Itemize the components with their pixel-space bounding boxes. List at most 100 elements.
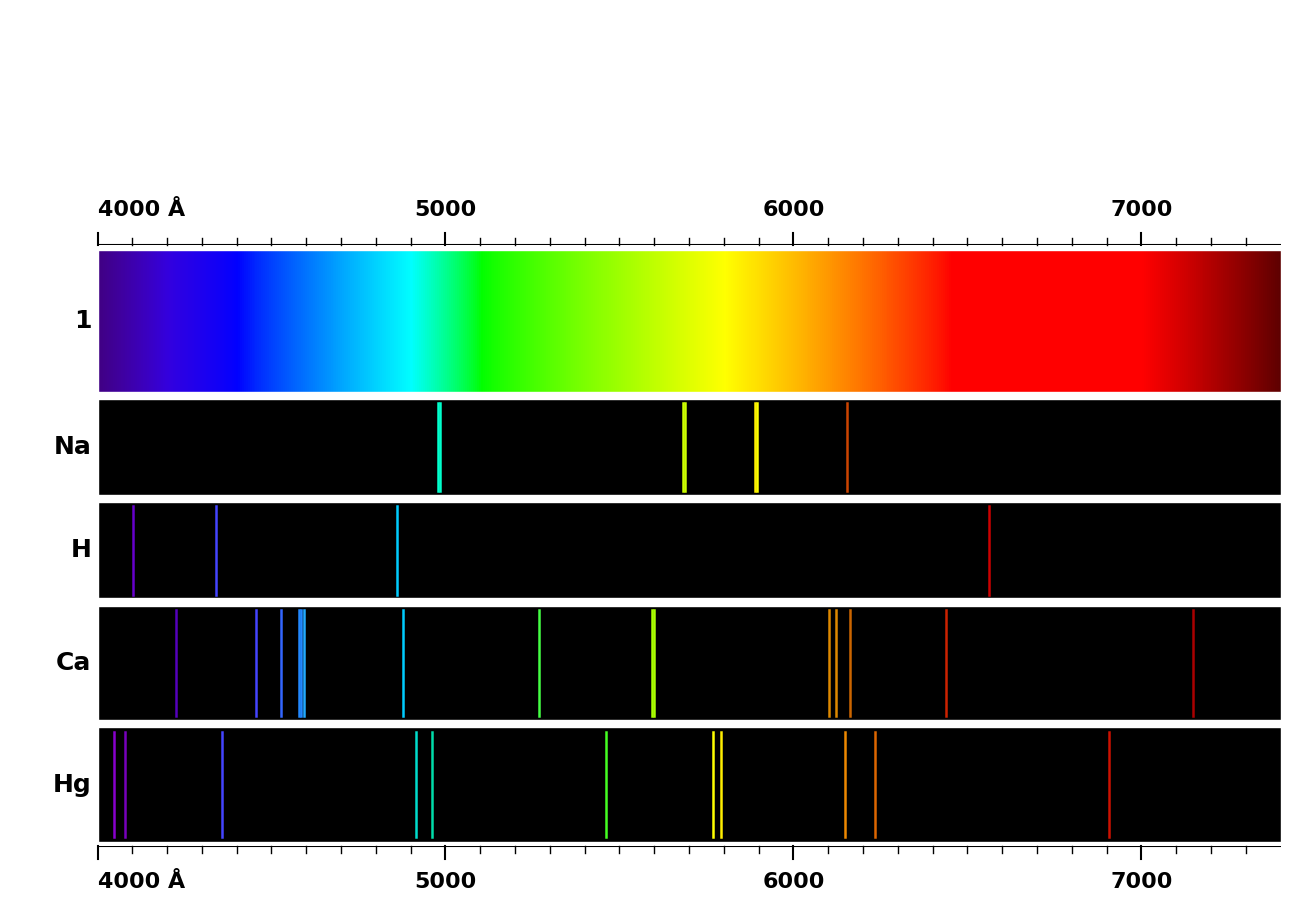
Bar (747, 250, 749, 392)
Bar (148, 250, 151, 392)
Bar (299, 250, 300, 392)
Bar (618, 250, 619, 392)
Bar (1212, 250, 1213, 392)
Bar (303, 250, 306, 392)
Bar (494, 250, 497, 392)
Bar (269, 250, 272, 392)
Bar (311, 250, 313, 392)
Bar (1234, 250, 1235, 392)
Bar (900, 250, 901, 392)
Bar (173, 250, 174, 392)
Bar (502, 250, 504, 392)
Bar (306, 250, 307, 392)
Bar (684, 250, 686, 392)
Bar (649, 250, 650, 392)
Text: 7000: 7000 (1110, 871, 1173, 891)
Bar (135, 250, 136, 392)
Bar (702, 250, 703, 392)
Bar (1239, 250, 1241, 392)
Bar (448, 250, 451, 392)
Bar (1205, 250, 1208, 392)
Bar (968, 250, 970, 392)
Bar (850, 250, 852, 392)
Bar (341, 250, 342, 392)
Bar (797, 250, 798, 392)
Bar (1209, 250, 1212, 392)
Bar (1158, 250, 1160, 392)
Bar (315, 250, 317, 392)
Bar (456, 250, 459, 392)
Bar (1060, 250, 1061, 392)
Bar (155, 250, 157, 392)
Bar (477, 250, 478, 392)
Bar (346, 250, 348, 392)
Bar (690, 250, 692, 392)
Bar (1101, 250, 1102, 392)
Bar (325, 250, 326, 392)
Bar (842, 250, 844, 392)
Bar (321, 250, 322, 392)
Bar (551, 250, 554, 392)
Bar (749, 250, 751, 392)
Bar (793, 250, 794, 392)
Bar (1140, 250, 1143, 392)
Bar (1030, 250, 1032, 392)
Bar (1022, 250, 1024, 392)
Bar (1057, 250, 1059, 392)
Bar (1040, 250, 1041, 392)
Bar (1269, 250, 1270, 392)
Bar (874, 250, 876, 392)
Bar (463, 250, 465, 392)
Bar (1216, 250, 1217, 392)
Bar (599, 250, 601, 392)
Bar (329, 250, 330, 392)
Bar (855, 250, 858, 392)
Bar (489, 250, 490, 392)
Bar (909, 250, 911, 392)
Text: 1: 1 (74, 308, 91, 333)
Bar (931, 250, 933, 392)
Bar (100, 250, 101, 392)
Bar (1262, 250, 1265, 392)
Bar (166, 250, 169, 392)
Bar (550, 250, 551, 392)
Bar (410, 250, 412, 392)
Bar (515, 250, 516, 392)
Bar (832, 250, 835, 392)
Bar (526, 250, 528, 392)
Bar (367, 250, 368, 392)
Bar (1045, 250, 1048, 392)
Bar (1274, 250, 1277, 392)
Bar (399, 250, 402, 392)
Bar (949, 250, 950, 392)
Bar (1097, 250, 1098, 392)
Text: 5000: 5000 (415, 871, 477, 891)
Bar (220, 250, 222, 392)
Bar (729, 250, 732, 392)
Bar (720, 250, 722, 392)
Bar (930, 250, 931, 392)
Bar (1167, 250, 1170, 392)
Bar (983, 250, 984, 392)
Bar (204, 250, 207, 392)
Bar (273, 250, 276, 392)
Bar (208, 250, 211, 392)
Bar (1136, 250, 1139, 392)
Bar (1002, 250, 1004, 392)
Bar (140, 250, 143, 392)
Bar (98, 250, 100, 392)
Bar (1219, 250, 1221, 392)
Bar (1098, 250, 1101, 392)
Bar (597, 250, 599, 392)
Bar (962, 250, 965, 392)
Bar (699, 250, 702, 392)
Bar (200, 250, 203, 392)
Bar (992, 250, 994, 392)
Bar (1102, 250, 1105, 392)
Bar (706, 250, 707, 392)
Bar (350, 250, 352, 392)
Bar (1178, 250, 1180, 392)
Bar (374, 250, 376, 392)
Bar (182, 250, 185, 392)
Bar (226, 250, 228, 392)
